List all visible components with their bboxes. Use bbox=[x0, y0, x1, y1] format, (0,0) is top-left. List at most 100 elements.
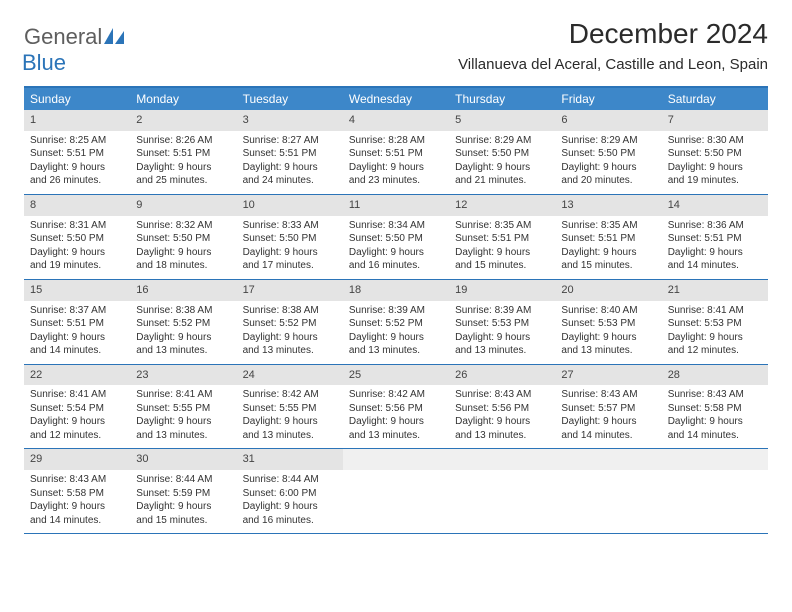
sunset-text: Sunset: 5:51 PM bbox=[561, 232, 655, 246]
daylight-text-1: Daylight: 9 hours bbox=[30, 246, 124, 260]
sunrise-text: Sunrise: 8:29 AM bbox=[455, 134, 549, 148]
sunrise-text: Sunrise: 8:27 AM bbox=[243, 134, 337, 148]
day-number: 27 bbox=[555, 365, 661, 386]
sunrise-text: Sunrise: 8:43 AM bbox=[668, 388, 762, 402]
daylight-text-1: Daylight: 9 hours bbox=[349, 331, 443, 345]
sunset-text: Sunset: 5:51 PM bbox=[136, 147, 230, 161]
day-cell: 26Sunrise: 8:43 AMSunset: 5:56 PMDayligh… bbox=[449, 365, 555, 449]
day-cell: 22Sunrise: 8:41 AMSunset: 5:54 PMDayligh… bbox=[24, 365, 130, 449]
daylight-text-2: and 17 minutes. bbox=[243, 259, 337, 273]
sunrise-text: Sunrise: 8:36 AM bbox=[668, 219, 762, 233]
logo-text: General Blue bbox=[24, 24, 126, 76]
daylight-text-2: and 13 minutes. bbox=[243, 429, 337, 443]
sunrise-text: Sunrise: 8:34 AM bbox=[349, 219, 443, 233]
week-row: 8Sunrise: 8:31 AMSunset: 5:50 PMDaylight… bbox=[24, 195, 768, 280]
sunset-text: Sunset: 5:51 PM bbox=[455, 232, 549, 246]
day-number: 18 bbox=[343, 280, 449, 301]
day-cell: 10Sunrise: 8:33 AMSunset: 5:50 PMDayligh… bbox=[237, 195, 343, 279]
daylight-text-2: and 16 minutes. bbox=[349, 259, 443, 273]
sunset-text: Sunset: 5:58 PM bbox=[668, 402, 762, 416]
daylight-text-1: Daylight: 9 hours bbox=[668, 415, 762, 429]
sunrise-text: Sunrise: 8:43 AM bbox=[30, 473, 124, 487]
day-cell: 4Sunrise: 8:28 AMSunset: 5:51 PMDaylight… bbox=[343, 110, 449, 194]
daylight-text-1: Daylight: 9 hours bbox=[349, 246, 443, 260]
day-cell: 3Sunrise: 8:27 AMSunset: 5:51 PMDaylight… bbox=[237, 110, 343, 194]
title-block: December 2024 Villanueva del Aceral, Cas… bbox=[458, 18, 768, 73]
sunset-text: Sunset: 5:53 PM bbox=[561, 317, 655, 331]
daylight-text-1: Daylight: 9 hours bbox=[455, 415, 549, 429]
weekday-thu: Thursday bbox=[449, 88, 555, 110]
daylight-text-2: and 24 minutes. bbox=[243, 174, 337, 188]
daylight-text-2: and 14 minutes. bbox=[668, 429, 762, 443]
daylight-text-1: Daylight: 9 hours bbox=[561, 161, 655, 175]
daylight-text-2: and 26 minutes. bbox=[30, 174, 124, 188]
sunset-text: Sunset: 5:50 PM bbox=[30, 232, 124, 246]
week-row: 22Sunrise: 8:41 AMSunset: 5:54 PMDayligh… bbox=[24, 365, 768, 450]
day-cell: 21Sunrise: 8:41 AMSunset: 5:53 PMDayligh… bbox=[662, 280, 768, 364]
sunset-text: Sunset: 5:50 PM bbox=[349, 232, 443, 246]
daylight-text-2: and 25 minutes. bbox=[136, 174, 230, 188]
day-cell: . bbox=[555, 449, 661, 533]
daylight-text-2: and 12 minutes. bbox=[668, 344, 762, 358]
day-number: 30 bbox=[130, 449, 236, 470]
daylight-text-2: and 13 minutes. bbox=[136, 429, 230, 443]
daylight-text-1: Daylight: 9 hours bbox=[243, 246, 337, 260]
day-number: 5 bbox=[449, 110, 555, 131]
daylight-text-2: and 14 minutes. bbox=[30, 514, 124, 528]
sunset-text: Sunset: 5:51 PM bbox=[668, 232, 762, 246]
day-cell: 19Sunrise: 8:39 AMSunset: 5:53 PMDayligh… bbox=[449, 280, 555, 364]
daylight-text-2: and 13 minutes. bbox=[455, 429, 549, 443]
day-cell: 24Sunrise: 8:42 AMSunset: 5:55 PMDayligh… bbox=[237, 365, 343, 449]
daylight-text-2: and 13 minutes. bbox=[349, 429, 443, 443]
sunrise-text: Sunrise: 8:35 AM bbox=[561, 219, 655, 233]
daylight-text-1: Daylight: 9 hours bbox=[136, 500, 230, 514]
sunset-text: Sunset: 5:56 PM bbox=[349, 402, 443, 416]
sunrise-text: Sunrise: 8:44 AM bbox=[243, 473, 337, 487]
day-cell: 30Sunrise: 8:44 AMSunset: 5:59 PMDayligh… bbox=[130, 449, 236, 533]
sunset-text: Sunset: 5:50 PM bbox=[455, 147, 549, 161]
daylight-text-2: and 20 minutes. bbox=[561, 174, 655, 188]
daylight-text-2: and 21 minutes. bbox=[455, 174, 549, 188]
weeks-container: 1Sunrise: 8:25 AMSunset: 5:51 PMDaylight… bbox=[24, 110, 768, 534]
sunset-text: Sunset: 5:59 PM bbox=[136, 487, 230, 501]
day-number: 31 bbox=[237, 449, 343, 470]
daylight-text-1: Daylight: 9 hours bbox=[243, 415, 337, 429]
weekday-sun: Sunday bbox=[24, 88, 130, 110]
logo: General Blue bbox=[24, 24, 126, 76]
sunrise-text: Sunrise: 8:38 AM bbox=[243, 304, 337, 318]
day-cell: 20Sunrise: 8:40 AMSunset: 5:53 PMDayligh… bbox=[555, 280, 661, 364]
logo-sail-icon bbox=[104, 31, 126, 48]
day-cell: 23Sunrise: 8:41 AMSunset: 5:55 PMDayligh… bbox=[130, 365, 236, 449]
daylight-text-2: and 23 minutes. bbox=[349, 174, 443, 188]
day-cell: 16Sunrise: 8:38 AMSunset: 5:52 PMDayligh… bbox=[130, 280, 236, 364]
sunset-text: Sunset: 5:51 PM bbox=[243, 147, 337, 161]
day-number: 11 bbox=[343, 195, 449, 216]
sunset-text: Sunset: 5:55 PM bbox=[136, 402, 230, 416]
day-number: 28 bbox=[662, 365, 768, 386]
daylight-text-2: and 13 minutes. bbox=[455, 344, 549, 358]
daylight-text-2: and 19 minutes. bbox=[30, 259, 124, 273]
daylight-text-1: Daylight: 9 hours bbox=[30, 415, 124, 429]
sunrise-text: Sunrise: 8:38 AM bbox=[136, 304, 230, 318]
day-cell: 17Sunrise: 8:38 AMSunset: 5:52 PMDayligh… bbox=[237, 280, 343, 364]
sunset-text: Sunset: 5:50 PM bbox=[136, 232, 230, 246]
sunrise-text: Sunrise: 8:28 AM bbox=[349, 134, 443, 148]
daylight-text-2: and 14 minutes. bbox=[561, 429, 655, 443]
sunrise-text: Sunrise: 8:35 AM bbox=[455, 219, 549, 233]
daylight-text-2: and 16 minutes. bbox=[243, 514, 337, 528]
logo-blue: Blue bbox=[22, 50, 66, 75]
daylight-text-2: and 15 minutes. bbox=[455, 259, 549, 273]
daylight-text-1: Daylight: 9 hours bbox=[561, 331, 655, 345]
sunrise-text: Sunrise: 8:42 AM bbox=[349, 388, 443, 402]
daylight-text-1: Daylight: 9 hours bbox=[136, 331, 230, 345]
daylight-text-1: Daylight: 9 hours bbox=[30, 500, 124, 514]
daylight-text-2: and 14 minutes. bbox=[668, 259, 762, 273]
week-row: 15Sunrise: 8:37 AMSunset: 5:51 PMDayligh… bbox=[24, 280, 768, 365]
sunrise-text: Sunrise: 8:39 AM bbox=[455, 304, 549, 318]
sunrise-text: Sunrise: 8:43 AM bbox=[455, 388, 549, 402]
sunset-text: Sunset: 5:52 PM bbox=[243, 317, 337, 331]
weekday-row: Sunday Monday Tuesday Wednesday Thursday… bbox=[24, 88, 768, 110]
sunrise-text: Sunrise: 8:42 AM bbox=[243, 388, 337, 402]
sunset-text: Sunset: 5:51 PM bbox=[30, 317, 124, 331]
day-number: 2 bbox=[130, 110, 236, 131]
